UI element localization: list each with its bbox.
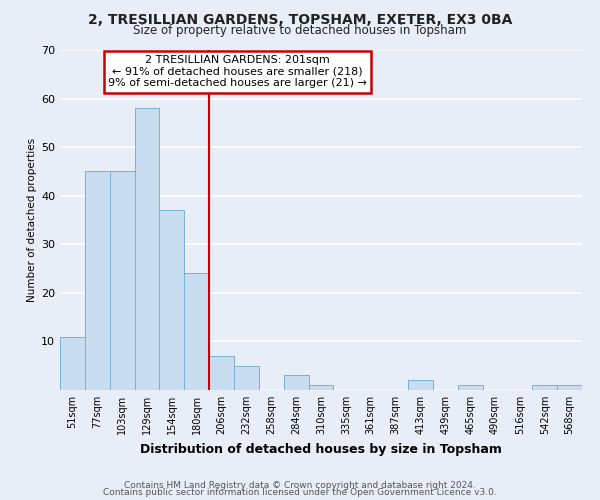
Bar	[85, 172, 110, 390]
Text: Size of property relative to detached houses in Topsham: Size of property relative to detached ho…	[133, 24, 467, 37]
Bar	[408, 380, 433, 390]
Y-axis label: Number of detached properties: Number of detached properties	[27, 138, 37, 302]
Text: Contains HM Land Registry data © Crown copyright and database right 2024.: Contains HM Land Registry data © Crown c…	[124, 480, 476, 490]
Bar	[557, 385, 582, 390]
Bar	[234, 366, 259, 390]
Bar	[134, 108, 160, 390]
Bar	[160, 210, 184, 390]
Text: Contains public sector information licensed under the Open Government Licence v3: Contains public sector information licen…	[103, 488, 497, 497]
Text: 2 TRESILLIAN GARDENS: 201sqm
← 91% of detached houses are smaller (218)
9% of se: 2 TRESILLIAN GARDENS: 201sqm ← 91% of de…	[108, 55, 367, 88]
Bar	[110, 172, 134, 390]
Bar	[532, 385, 557, 390]
Bar	[209, 356, 234, 390]
Bar	[60, 336, 85, 390]
Bar	[308, 385, 334, 390]
X-axis label: Distribution of detached houses by size in Topsham: Distribution of detached houses by size …	[140, 442, 502, 456]
Bar	[184, 274, 209, 390]
Bar	[284, 376, 308, 390]
Text: 2, TRESILLIAN GARDENS, TOPSHAM, EXETER, EX3 0BA: 2, TRESILLIAN GARDENS, TOPSHAM, EXETER, …	[88, 12, 512, 26]
Bar	[458, 385, 482, 390]
